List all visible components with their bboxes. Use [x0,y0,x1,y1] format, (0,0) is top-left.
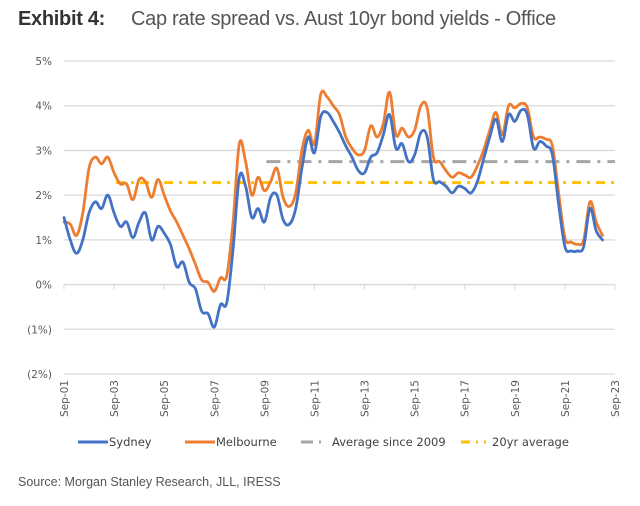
x-tick-label: Sep-05 [159,380,171,417]
y-tick-label: (2%) [27,369,52,381]
legend-label: 20yr average [492,435,569,449]
series-group [62,89,615,329]
legend-item-sydney: Sydney [78,435,152,449]
sydney-line [62,107,604,329]
exhibit-label: Exhibit 4: [18,8,106,30]
legend-label: Average since 2009 [332,435,446,449]
x-axis: Sep-01 Sep-03 Sep-05 Sep-07 Sep-09 Sep-11 Sep-… [59,284,622,417]
legend-label: Melbourne [216,435,277,449]
x-tick-label: Sep-11 [309,380,321,417]
legend-label: Sydney [109,435,152,449]
gridlines [64,60,615,375]
x-tick-label: Sep-01 [59,380,71,417]
y-tick-label: 0% [35,280,52,292]
chart-title: Cap rate spread vs. Aust 10yr bond yield… [131,8,556,30]
source-note: Source: Morgan Stanley Research, JLL, IR… [18,475,281,489]
y-tick-label: 1% [35,235,52,247]
legend-item-20yr-average: 20yr average [461,435,569,449]
line-chart: 5%4%3%2%1%0%(1%)(2%) Sep-01 Sep-03 Sep-05 S… [27,56,622,449]
y-tick-label: 2% [35,190,52,202]
y-tick-label: 4% [35,101,52,113]
x-tick-label: Sep-21 [560,380,572,417]
legend: Sydney Melbourne Average since 2009 20yr av… [78,435,569,449]
y-tick-label: (1%) [27,324,52,336]
x-tick-label: Sep-13 [360,380,372,417]
y-tick-label: 5% [35,56,52,68]
y-tick-label: 3% [35,145,52,157]
chart-header: Exhibit 4: Cap rate spread vs. Aust 10yr… [18,8,556,38]
x-tick-label: Sep-15 [410,380,422,417]
x-tick-label: Sep-23 [610,380,622,417]
x-tick-label: Sep-07 [209,380,221,417]
x-tick-label: Sep-09 [259,380,271,417]
y-axis-labels: 5% 4% 3% 2% 1% 0% (1%) (2%) [27,56,52,381]
legend-item-melbourne: Melbourne [185,435,277,449]
legend-item-average-since-2009: Average since 2009 [301,435,446,449]
melbourne-line [62,89,604,293]
x-tick-label: Sep-03 [109,380,121,417]
x-tick-label: Sep-19 [510,380,522,417]
x-tick-label: Sep-17 [460,380,472,417]
